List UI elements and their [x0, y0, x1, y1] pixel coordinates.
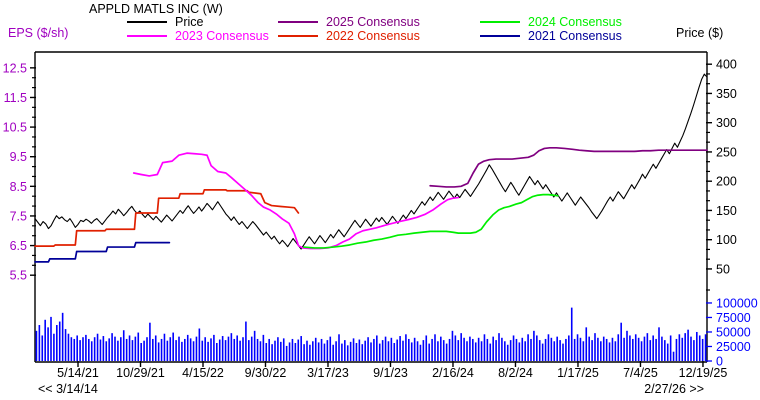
volume-tick-label: 0 [716, 355, 723, 369]
series-line-2023-consensus [132, 152, 460, 250]
eps-tick-label: 10.5 [3, 121, 27, 135]
price-tick-label: 400 [716, 58, 737, 72]
series-line-2022-consensus [34, 189, 300, 248]
price-tick-label: 200 [716, 175, 737, 189]
x-tick-label: 12/19/25 [679, 366, 728, 380]
volume-tick-label: 50000 [716, 325, 751, 339]
x-tick-label: 8/2/24 [498, 366, 533, 380]
next-range-button[interactable]: 2/27/26 >> [644, 382, 704, 396]
price-tick-label: 250 [716, 145, 737, 159]
prev-range-button[interactable]: << 3/14/14 [38, 382, 98, 396]
x-axis-labels: 5/14/21 10/29/21 4/15/22 9/30/22 3/17/23 9/1/… [57, 366, 727, 380]
chart-legend: APPLD MATLS INC (W) EPS ($/sh) Price ($) Pr… [8, 2, 723, 43]
price-tick-label: 150 [716, 204, 737, 218]
series-line-2025-consensus [429, 146, 708, 188]
series-line-2024-consensus [302, 193, 559, 249]
price-tick-label: 350 [716, 87, 737, 101]
x-tick-label: 9/30/22 [245, 366, 287, 380]
chart-title: APPLD MATLS INC (W) [89, 2, 223, 16]
x-tick-label: 5/14/21 [57, 366, 99, 380]
x-tick-label: 10/29/21 [116, 366, 165, 380]
price-tick-label: 100 [716, 233, 737, 247]
eps-tick-label: 6.5 [10, 239, 27, 253]
legend-label: 2022 Consensus [326, 29, 420, 43]
legend-label: 2025 Consensus [326, 15, 420, 29]
volume-bars [35, 307, 707, 361]
volume-tick-label: 25000 [716, 340, 751, 354]
legend-label: 2023 Consensus [175, 29, 269, 43]
legend-label: 2024 Consensus [528, 15, 622, 29]
plot-frame [34, 51, 708, 363]
x-tick-label: 2/16/24 [432, 366, 474, 380]
eps-tick-label: 8.5 [10, 180, 27, 194]
series-line-price [34, 73, 708, 250]
volume-tick-label: 75000 [716, 311, 751, 325]
eps-tick-label: 7.5 [10, 209, 27, 223]
price-axis-label: Price ($) [676, 26, 723, 40]
date-range-nav[interactable]: << 3/14/14 2/27/26 >> [38, 382, 704, 396]
x-tick-label: 3/17/23 [307, 366, 349, 380]
eps-axis-label: EPS ($/sh) [8, 26, 68, 40]
chart-series [34, 73, 708, 263]
x-tick-label: 7/4/25 [623, 366, 658, 380]
legend-label: Price [175, 15, 204, 29]
legend-label: 2021 Consensus [528, 29, 622, 43]
series-line-2021-consensus [34, 241, 171, 263]
eps-tick-label: 9.5 [10, 150, 27, 164]
x-tick-label: 9/1/23 [373, 366, 408, 380]
price-tick-label: 50 [716, 262, 730, 276]
chart-axes: 5.5 6.5 7.5 8.5 9.5 10.5 11.5 12.5 50 100 150 200 25… [3, 58, 758, 369]
eps-tick-label: 5.5 [10, 269, 27, 283]
eps-tick-label: 12.5 [3, 61, 27, 75]
volume-tick-label: 100000 [716, 296, 758, 310]
price-tick-label: 300 [716, 116, 737, 130]
eps-tick-label: 11.5 [4, 91, 27, 105]
x-tick-label: 4/15/22 [182, 366, 224, 380]
x-tick-label: 1/17/25 [557, 366, 599, 380]
